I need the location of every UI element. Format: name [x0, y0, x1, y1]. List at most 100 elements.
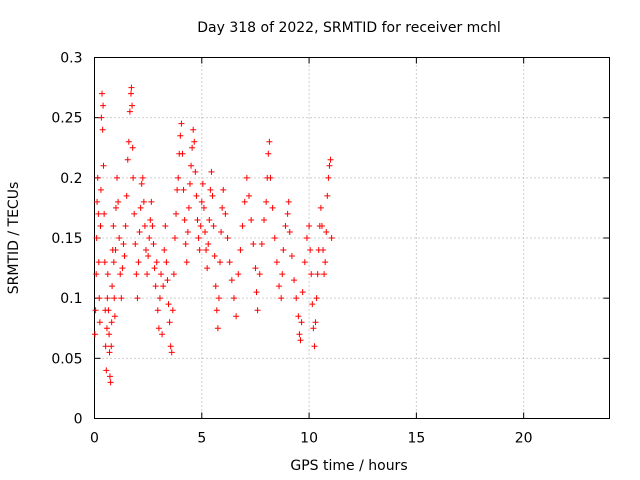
data-point [230, 295, 237, 302]
data-point [99, 90, 106, 97]
data-point [158, 271, 165, 278]
data-point [124, 156, 131, 163]
data-point [220, 186, 227, 193]
data-point [171, 235, 178, 241]
data-point [111, 295, 118, 302]
data-point [200, 204, 207, 211]
data-point [182, 241, 189, 248]
data-point [123, 192, 130, 199]
y-tick-label: 0.3 [60, 51, 82, 67]
data-point [108, 343, 115, 350]
data-point [137, 204, 144, 211]
data-point [175, 174, 182, 181]
y-tick-labels: 0 0.05 0.1 0.15 0.2 0.25 0.3 [51, 51, 82, 428]
data-point [134, 295, 141, 302]
data-point [160, 283, 167, 290]
data-point [203, 247, 210, 254]
data-point [150, 241, 157, 248]
data-point [126, 108, 133, 115]
data-point [284, 210, 291, 217]
data-point [129, 102, 136, 109]
data-point [169, 307, 176, 314]
data-point [106, 373, 113, 380]
data-point [181, 216, 188, 223]
data-point [173, 210, 180, 217]
data-point [280, 247, 287, 254]
data-point [132, 241, 139, 248]
data-points [91, 84, 335, 386]
data-point [170, 271, 177, 278]
y-tick-label: 0.1 [60, 291, 82, 307]
data-point [266, 138, 273, 145]
data-point [145, 253, 152, 260]
x-tick-label: 10 [300, 431, 318, 447]
data-point [110, 259, 117, 266]
data-point [125, 138, 132, 145]
data-point [114, 174, 121, 181]
x-tick-label: 0 [90, 431, 99, 447]
data-point [298, 319, 305, 326]
data-point [204, 265, 211, 272]
data-point [146, 235, 153, 241]
data-point [104, 295, 111, 302]
data-point [111, 313, 118, 320]
data-point [168, 349, 175, 356]
y-tick-label: 0 [74, 412, 83, 428]
data-point [97, 186, 104, 193]
data-point [191, 138, 198, 145]
data-point [195, 235, 202, 241]
data-point [103, 367, 110, 374]
data-point [102, 343, 109, 350]
data-point [248, 216, 255, 223]
data-point [317, 204, 324, 211]
data-point [143, 247, 149, 254]
data-point [199, 180, 206, 187]
data-point [273, 259, 280, 266]
data-point [152, 283, 159, 290]
data-point [291, 277, 298, 284]
data-point [214, 325, 221, 332]
data-point [120, 241, 127, 248]
data-point [282, 222, 289, 229]
data-point [133, 271, 140, 278]
data-point [99, 126, 106, 133]
y-tick-label: 0.2 [60, 171, 82, 187]
data-point [186, 180, 193, 187]
data-point [92, 307, 99, 314]
data-point [202, 228, 209, 235]
data-point [285, 198, 292, 205]
x-tick-label: 20 [515, 431, 533, 447]
data-point [237, 247, 244, 254]
data-point [101, 259, 108, 266]
data-point [144, 271, 151, 278]
data-point [185, 204, 192, 211]
data-point [306, 222, 313, 229]
data-point [206, 216, 213, 223]
data-point [139, 174, 146, 181]
data-point [256, 271, 263, 278]
data-point [131, 210, 138, 217]
data-point [106, 349, 113, 356]
data-point [161, 247, 168, 254]
data-point [288, 253, 295, 260]
data-point [193, 192, 200, 199]
data-point [121, 253, 128, 260]
data-point [295, 313, 302, 320]
data-point [112, 247, 119, 254]
data-point [140, 198, 147, 205]
data-point [164, 277, 171, 284]
data-point [253, 289, 260, 296]
data-point [321, 271, 328, 278]
axis-ticks [94, 57, 610, 419]
y-axis-label: SRMTID / TECUs [6, 182, 22, 295]
data-point [320, 247, 327, 254]
data-point [167, 343, 174, 350]
data-point [148, 198, 155, 205]
data-point [211, 253, 218, 260]
data-point [326, 162, 333, 169]
data-point [250, 241, 257, 248]
data-point [93, 235, 100, 241]
data-point [189, 144, 196, 151]
data-point [303, 235, 310, 241]
